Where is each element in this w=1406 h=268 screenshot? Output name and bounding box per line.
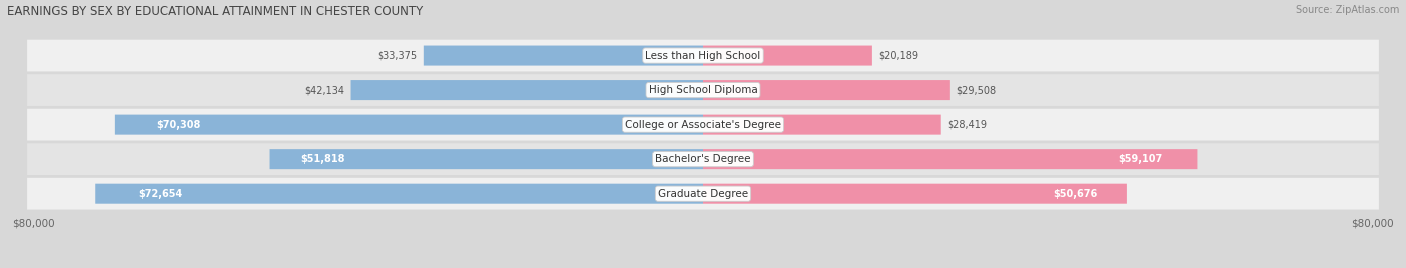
Text: Bachelor's Degree: Bachelor's Degree [655, 154, 751, 164]
Text: College or Associate's Degree: College or Associate's Degree [626, 120, 780, 130]
FancyBboxPatch shape [96, 184, 703, 204]
Text: $59,107: $59,107 [1119, 154, 1163, 164]
FancyBboxPatch shape [115, 115, 703, 135]
Text: Source: ZipAtlas.com: Source: ZipAtlas.com [1295, 5, 1399, 15]
FancyBboxPatch shape [27, 40, 1379, 72]
Text: High School Diploma: High School Diploma [648, 85, 758, 95]
Text: $42,134: $42,134 [304, 85, 344, 95]
Text: Less than High School: Less than High School [645, 51, 761, 61]
FancyBboxPatch shape [703, 80, 950, 100]
FancyBboxPatch shape [703, 184, 1126, 204]
Text: $20,189: $20,189 [879, 51, 918, 61]
Text: $29,508: $29,508 [956, 85, 997, 95]
Text: $72,654: $72,654 [138, 189, 181, 199]
FancyBboxPatch shape [27, 74, 1379, 106]
FancyBboxPatch shape [423, 46, 703, 66]
FancyBboxPatch shape [703, 149, 1198, 169]
Text: Graduate Degree: Graduate Degree [658, 189, 748, 199]
Text: $50,676: $50,676 [1053, 189, 1097, 199]
Text: $28,419: $28,419 [948, 120, 987, 130]
FancyBboxPatch shape [350, 80, 703, 100]
FancyBboxPatch shape [27, 109, 1379, 140]
FancyBboxPatch shape [27, 178, 1379, 210]
FancyBboxPatch shape [703, 115, 941, 135]
FancyBboxPatch shape [703, 46, 872, 66]
Text: EARNINGS BY SEX BY EDUCATIONAL ATTAINMENT IN CHESTER COUNTY: EARNINGS BY SEX BY EDUCATIONAL ATTAINMEN… [7, 5, 423, 18]
Text: $51,818: $51,818 [299, 154, 344, 164]
Text: $33,375: $33,375 [377, 51, 418, 61]
FancyBboxPatch shape [27, 143, 1379, 175]
FancyBboxPatch shape [270, 149, 703, 169]
Text: $70,308: $70,308 [156, 120, 201, 130]
